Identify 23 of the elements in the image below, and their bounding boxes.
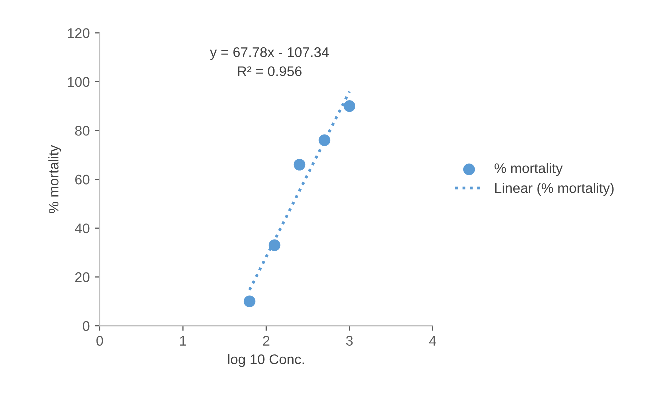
annotation: y = 67.78x - 107.34 — [210, 48, 330, 60]
y-tick-label: 80 — [75, 126, 90, 136]
x-tick-label: 4 — [429, 336, 436, 346]
y-tick-label: 120 — [68, 28, 90, 38]
point — [268, 240, 281, 252]
point — [318, 134, 331, 146]
point — [294, 159, 306, 171]
x-axis-title: log 10 Conc. — [228, 354, 304, 368]
x-tick-label: 1 — [180, 336, 186, 346]
legend-label: % mortality — [494, 163, 563, 176]
x-tick-label: 2 — [263, 336, 270, 346]
x-tick-label: 3 — [346, 336, 353, 346]
point — [244, 296, 256, 308]
y-tick-label: 100 — [68, 77, 90, 88]
legend-label: Linear (% mortality) — [495, 183, 614, 196]
y-tick-label: 20 — [75, 272, 90, 282]
y-tick-label: 60 — [76, 174, 90, 185]
y-axis-title: % mortality — [48, 145, 62, 214]
y-tick-label: 0 — [83, 321, 90, 332]
point — [344, 100, 356, 112]
annotation: R² = 0.956 — [238, 66, 302, 76]
x-tick-label: 0 — [96, 336, 104, 346]
y-tick-label: 40 — [75, 224, 90, 234]
